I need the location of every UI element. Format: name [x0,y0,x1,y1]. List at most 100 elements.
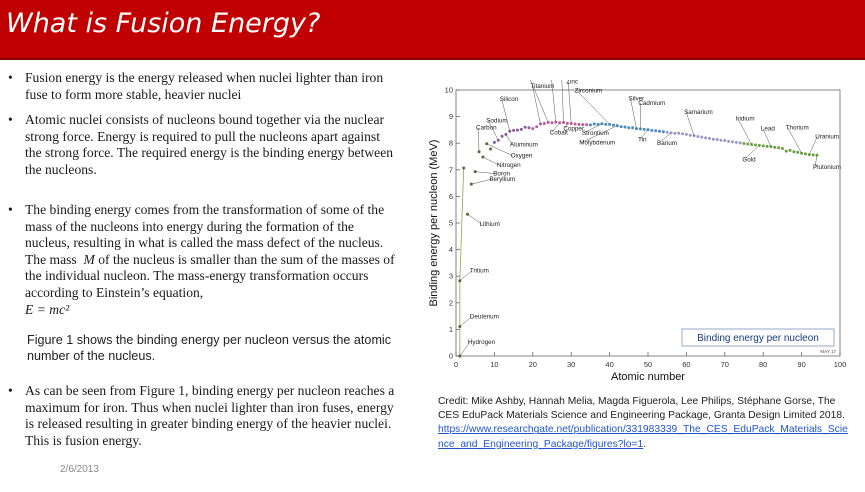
data-point [492,140,496,144]
y-tick-label: 3 [449,272,453,281]
bullet-symbol: • [8,70,13,85]
figure-credit: Credit: Mike Ashby, Hannah Melia, Magda … [438,395,853,452]
data-point [727,139,731,143]
element-label: Sodium [486,117,507,124]
plot-frame [455,89,841,357]
label-leader [567,81,572,124]
label-leader [561,80,564,123]
element-label: Carbon [476,125,497,132]
element-label: Copper [563,125,584,132]
label-leader [486,143,513,156]
label-leader [762,128,772,147]
data-point [489,147,493,151]
data-point [707,136,711,140]
element-label: Plutonium [813,164,841,171]
label-leader [581,125,618,143]
data-point [719,138,723,142]
data-point [623,125,627,129]
bullet-iron-maximum: • As can be seen from Figure 1, binding … [8,383,398,449]
data-point [688,133,692,137]
data-point [477,150,481,154]
data-point [704,136,708,140]
data-point [773,145,777,149]
x-tick-label: 80 [759,360,767,369]
data-point [742,141,746,145]
bullet-text: Atomic nuclei consists of nucleons bound… [25,112,394,177]
light-nuclei-line [459,167,465,356]
data-point [569,122,573,126]
legend-label: Binding energy per nucleon [697,333,819,344]
label-leader [505,134,513,145]
data-point [696,135,700,139]
data-point [681,132,685,136]
data-point [658,129,662,133]
label-leader [471,178,492,185]
data-point [592,122,596,126]
data-point [523,125,527,129]
data-point [677,131,681,135]
bullet-text: As can be seen from Figure 1, binding en… [25,383,395,448]
data-point [700,135,704,139]
element-label: Uranium [815,134,839,141]
element-label: Beryllium [489,176,515,183]
element-label: Tin [638,137,647,144]
data-point [585,123,589,127]
data-point [792,150,796,154]
data-point [554,120,558,124]
label-leader [532,85,541,125]
label-leader [488,120,499,141]
data-point [573,122,577,126]
y-tick-label: 10 [445,86,453,95]
element-label: Iridium [736,116,755,123]
bullet-symbol: • [8,383,13,398]
y-tick-label: 8 [449,139,453,148]
y-tick-label: 7 [449,165,453,174]
data-point [711,137,715,141]
element-label: Strontium [582,130,609,137]
data-point [550,121,554,125]
data-point [515,128,519,132]
data-point [631,126,635,130]
data-point [519,127,523,131]
label-leader [459,270,473,281]
bullet-binding-energy: • Atomic nuclei consists of nucleons bou… [8,112,398,178]
element-label: Oxygen [511,153,533,160]
data-point [715,137,719,141]
credit-text: Credit: Mike Ashby, Hannah Melia, Magda … [438,396,845,422]
label-leader [459,316,473,327]
data-point [504,132,508,136]
credit-link[interactable]: https://www.researchgate.net/publication… [438,424,848,450]
chart-stamp: MAY 17 [820,349,836,354]
x-tick-label: 20 [529,360,537,369]
einstein-equation: E = mc² [25,301,70,317]
data-point [780,147,784,151]
element-label: Thorium [786,124,809,131]
y-tick-label: 6 [449,192,453,201]
label-leader [744,145,760,160]
y-tick-label: 2 [449,298,453,307]
label-leader [576,90,610,125]
x-tick-label: 90 [797,360,805,369]
element-label: Barium [657,140,677,147]
element-label: Titanium [530,83,554,90]
x-tick-label: 70 [721,360,729,369]
data-point [730,140,734,144]
label-leader [467,214,482,225]
label-leader [551,80,557,123]
data-point [746,142,750,146]
label-leader [501,99,511,132]
element-label: Samarium [684,109,713,116]
bullet-symbol: • [8,112,13,127]
figure-note: Figure 1 shows the binding energy per nu… [27,333,392,363]
label-leader [459,341,471,357]
data-point [500,134,504,138]
data-point [673,131,677,135]
data-point [788,148,792,152]
label-leader [639,129,649,140]
element-label: Aluminum [510,141,538,148]
label-leader [477,127,480,152]
element-label: Zirconium [575,87,603,94]
data-point [577,122,581,126]
label-leader [658,132,672,144]
y-tick-label: 5 [449,219,453,228]
